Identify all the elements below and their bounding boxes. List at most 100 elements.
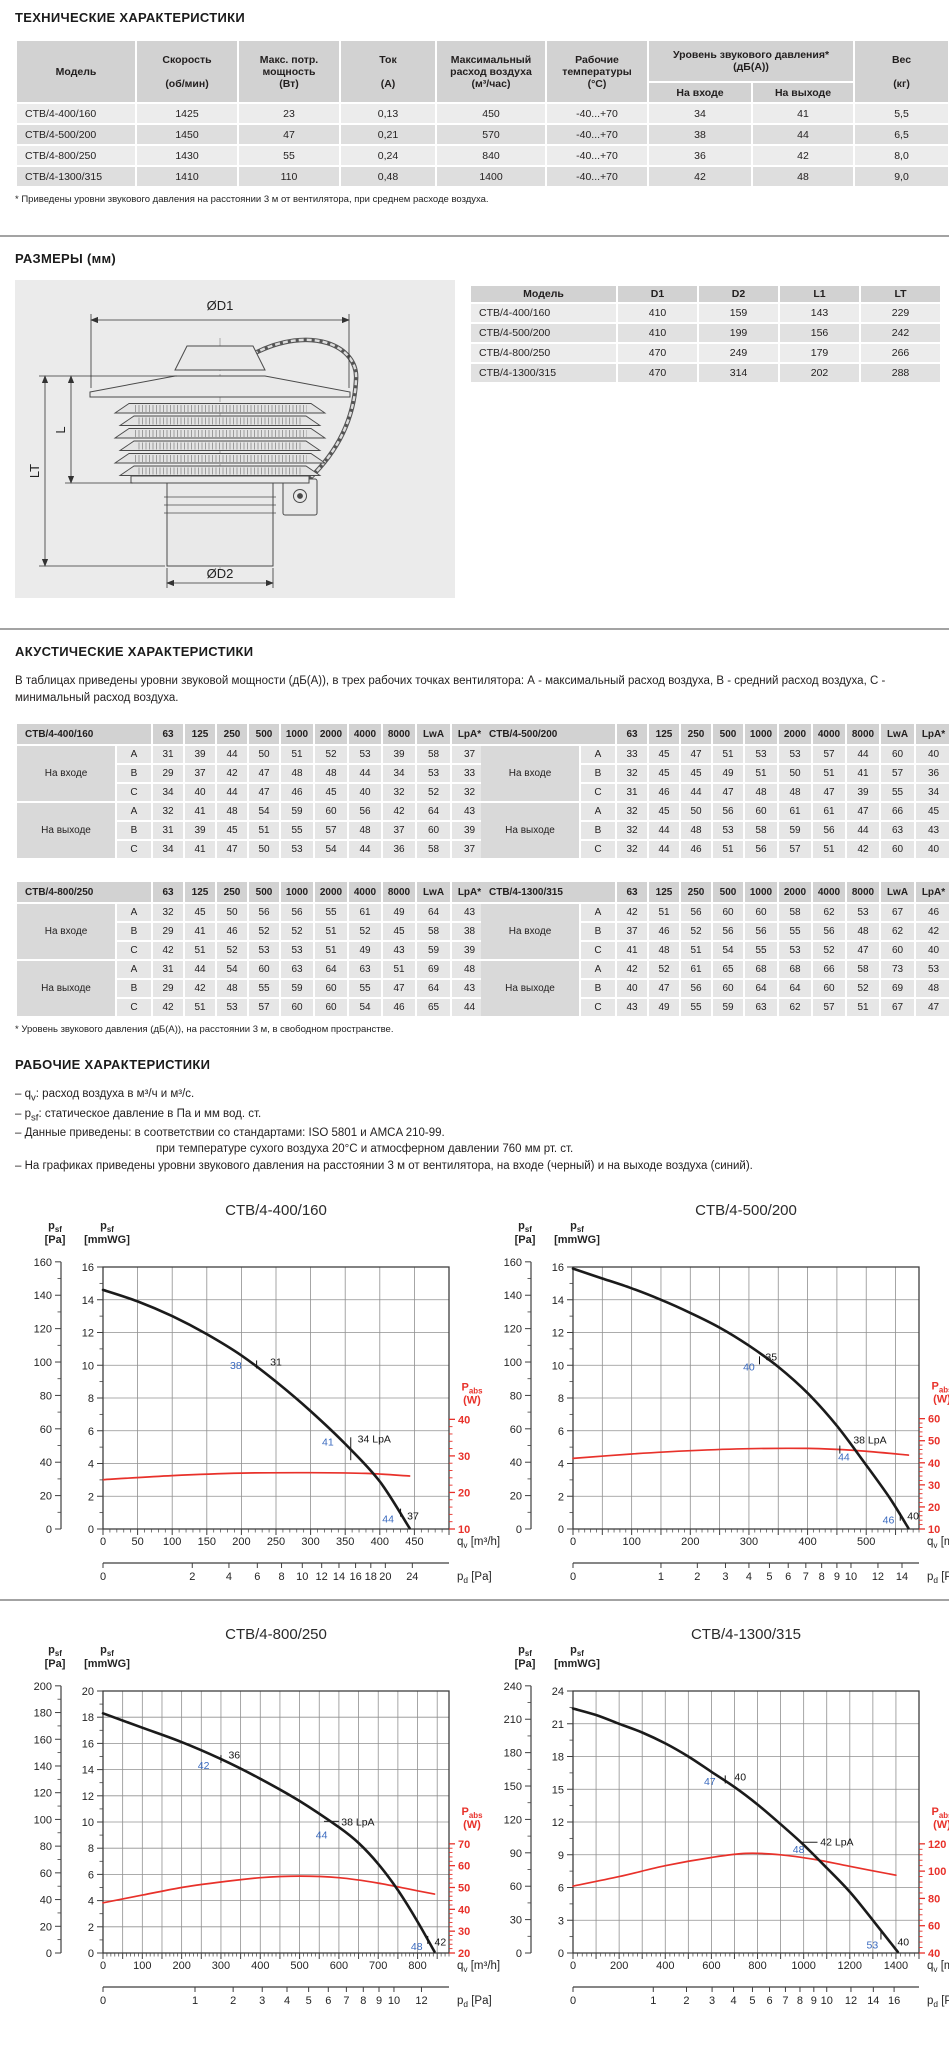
value-cell: 55 <box>315 904 347 922</box>
value-cell: 69 <box>417 961 450 979</box>
value-cell: 52 <box>281 923 313 941</box>
value-cell: 51 <box>813 841 845 859</box>
value-cell: 60 <box>281 999 313 1017</box>
value-cell: 43 <box>452 980 487 998</box>
technical-footnote: * Приведены уровни звукового давления на… <box>15 194 489 205</box>
column-header: D1 <box>618 286 697 302</box>
svg-text:40: 40 <box>743 1361 755 1373</box>
dimension-lines <box>39 314 350 588</box>
svg-text:CTB/4-1300/315: CTB/4-1300/315 <box>691 1626 801 1643</box>
value-cell: 229 <box>861 304 940 322</box>
value-cell: 52 <box>315 746 347 764</box>
svg-text:8: 8 <box>797 1995 803 2007</box>
value-cell: 64 <box>779 980 811 998</box>
value-cell: 55 <box>249 980 279 998</box>
svg-text:[mmWG]: [mmWG] <box>554 1658 600 1670</box>
svg-text:34 LpA: 34 LpA <box>358 1433 391 1445</box>
value-cell: 50 <box>681 803 711 821</box>
svg-text:160: 160 <box>34 1257 52 1269</box>
svg-text:20: 20 <box>379 1571 391 1583</box>
svg-text:250: 250 <box>267 1536 285 1548</box>
value-cell: 51 <box>713 841 743 859</box>
value-cell: 60 <box>315 980 347 998</box>
value-cell: 199 <box>699 324 778 342</box>
note-line: при температуре сухого воздуха 20°С и ат… <box>156 1143 574 1156</box>
point-label: A <box>117 803 151 821</box>
acoustic-table: CTB/4-800/250 63 125 250 500 1000 2000 4000 8000… <box>15 880 489 1018</box>
acoustic-table: CTB/4-1300/315 63 125 250 500 1000 2000 4000 800… <box>479 880 949 1018</box>
svg-text:42: 42 <box>435 1936 447 1948</box>
value-cell: 40 <box>185 784 215 802</box>
value-cell: -40...+70 <box>547 125 647 144</box>
svg-text:4: 4 <box>88 1458 94 1470</box>
value-cell: 52 <box>349 923 381 941</box>
value-cell: 44 <box>349 841 381 859</box>
value-cell: 45 <box>217 822 247 840</box>
svg-text:120: 120 <box>504 1814 522 1826</box>
svg-text:120: 120 <box>34 1323 52 1335</box>
value-cell: 58 <box>417 923 450 941</box>
table-row: На входе A 33 45 47 51 53 53 57 44 60 40 <box>481 746 949 802</box>
svg-text:6: 6 <box>785 1571 791 1583</box>
svg-text:6: 6 <box>88 1425 94 1437</box>
value-cell: 61 <box>349 904 381 922</box>
value-cell: 288 <box>861 364 940 382</box>
section-divider <box>0 235 949 237</box>
model-cell: CTB/4-1300/315 <box>471 364 616 382</box>
svg-text:300: 300 <box>212 1960 230 1972</box>
value-cell: 40 <box>617 980 647 998</box>
value-cell: 37 <box>185 765 215 783</box>
svg-text:[Pa]: [Pa] <box>45 1658 66 1670</box>
charts-row-bottom: 0 100 200 300 400 500 600 700 800 qv [m³/h] 0 2 4 6 8 1… <box>15 1611 949 2011</box>
point-label: B <box>117 980 151 998</box>
table-row: CTB/4-1300/315 470 314 202 288 <box>471 364 940 382</box>
value-cell: 53 <box>847 904 879 922</box>
svg-text:2: 2 <box>189 1571 195 1583</box>
value-cell: 60 <box>745 904 777 922</box>
value-cell: 51 <box>383 961 415 979</box>
svg-text:qv [m³/h]: qv [m³/h] <box>457 1536 500 1550</box>
column-header: D2 <box>699 286 778 302</box>
svg-text:0: 0 <box>516 1948 522 1960</box>
value-cell: 45 <box>649 746 679 764</box>
value-cell: 44 <box>452 999 487 1017</box>
svg-text:1200: 1200 <box>838 1960 862 1972</box>
svg-text:41: 41 <box>322 1436 334 1448</box>
model-cell: CTB/4-500/200 <box>17 125 135 144</box>
svg-text:0: 0 <box>100 1571 106 1583</box>
acoustic-model-header: CTB/4-400/160 <box>17 724 151 745</box>
value-cell: 470 <box>618 364 697 382</box>
column-header: L1 <box>780 286 859 302</box>
acoustic-intro: В таблицах приведены уровни звуковой мощ… <box>15 675 886 704</box>
value-cell: 45 <box>315 784 347 802</box>
value-cell: 110 <box>239 167 339 186</box>
svg-text:400: 400 <box>251 1960 269 1972</box>
value-cell: 43 <box>617 999 647 1017</box>
note-line: – psf: статическое давление в Па и мм во… <box>15 1107 262 1123</box>
value-cell: 49 <box>713 765 743 783</box>
table-row: На входе A 32 45 50 56 56 55 61 49 64 43 <box>17 904 487 960</box>
value-cell: 56 <box>745 841 777 859</box>
svg-text:500: 500 <box>290 1960 308 1972</box>
svg-text:0: 0 <box>46 1524 52 1536</box>
value-cell: 58 <box>745 822 777 840</box>
row-group-label: На входе <box>17 746 115 802</box>
svg-text:200: 200 <box>232 1536 250 1548</box>
value-cell: 53 <box>417 765 450 783</box>
value-cell: 45 <box>916 803 949 821</box>
svg-text:160: 160 <box>34 1734 52 1746</box>
table-row: На входе A 42 51 56 60 60 58 62 53 67 46 <box>481 904 949 960</box>
svg-text:20: 20 <box>928 1502 940 1514</box>
value-cell: 51 <box>185 942 215 960</box>
svg-text:100: 100 <box>133 1960 151 1972</box>
svg-text:0: 0 <box>570 1995 576 2007</box>
row-group-label: На входе <box>17 904 115 960</box>
acoustic-table: CTB/4-500/200 63 125 250 500 1000 2000 4000 8000… <box>479 722 949 860</box>
value-cell: 32 <box>617 803 647 821</box>
value-cell: 64 <box>417 803 450 821</box>
svg-text:50: 50 <box>928 1435 940 1447</box>
value-cell: 39 <box>383 746 415 764</box>
svg-text:20: 20 <box>82 1686 94 1698</box>
value-cell: 51 <box>681 942 711 960</box>
